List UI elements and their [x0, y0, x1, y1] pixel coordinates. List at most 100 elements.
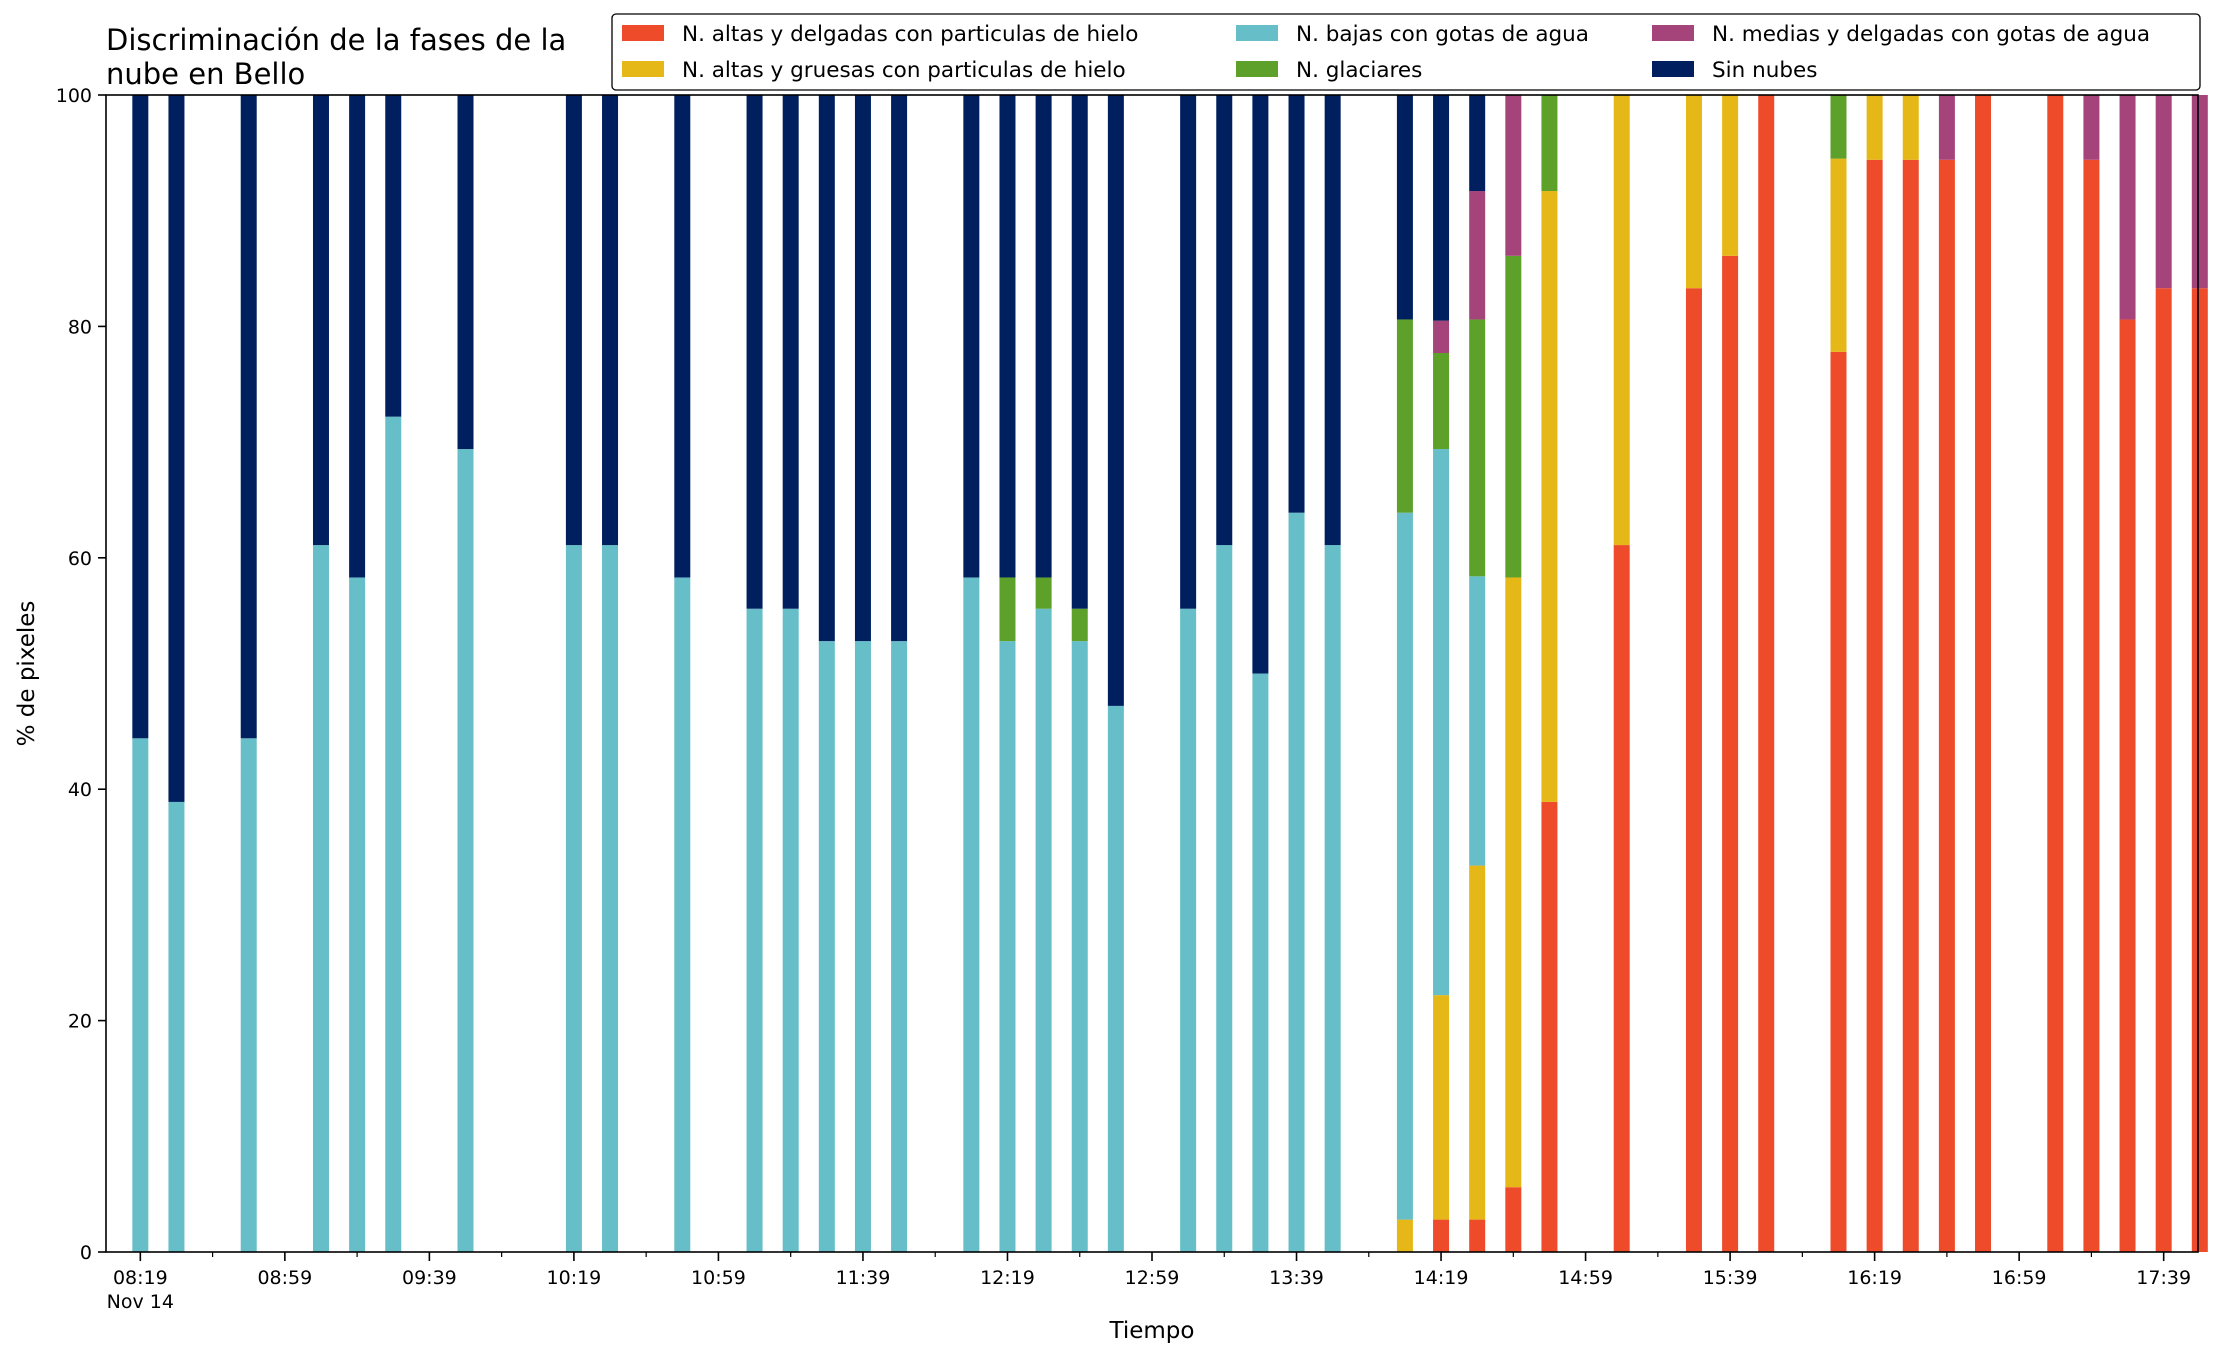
- bar-segment-altas_delgadas_hielo-30: [1613, 545, 1630, 1252]
- bar-segment-glaciares-29: [1541, 95, 1558, 192]
- bar-segment-medias_delgadas_agua-43: [2191, 95, 2208, 289]
- x-tick-label-2: 09:39: [402, 1267, 457, 1289]
- bar-segment-altas_delgadas_hielo-41: [2119, 319, 2136, 1252]
- bar-segment-altas_delgadas_hielo-39: [2047, 95, 2064, 1252]
- x-tick-label-1: 08:59: [257, 1267, 312, 1289]
- bar-segment-sin_nubes-6: [457, 95, 474, 450]
- bar-segment-medias_delgadas_agua-42: [2155, 95, 2172, 289]
- legend-swatch-altas_delgadas_hielo: [622, 25, 664, 41]
- bar-segment-sin_nubes-14: [891, 95, 908, 642]
- legend-label-medias_delgadas_agua: N. medias y delgadas con gotas de agua: [1712, 22, 2150, 47]
- x-tick-label-7: 12:59: [1125, 1267, 1180, 1289]
- y-tick-label-2: 40: [68, 779, 92, 801]
- legend-label-sin_nubes: Sin nubes: [1712, 58, 1817, 83]
- legend-swatch-bajas_agua: [1236, 25, 1278, 41]
- bar-segment-altas_gruesas_hielo-35: [1866, 95, 1883, 160]
- x-tick-label-11: 15:39: [1703, 1267, 1758, 1289]
- bar-segment-sin_nubes-15: [963, 95, 980, 578]
- bar-segment-bajas_agua-10: [746, 608, 763, 1252]
- chart-title: Discriminación de la fases de la nube en…: [106, 23, 566, 91]
- bar-segment-glaciares-27: [1469, 319, 1486, 577]
- bar-segment-sin_nubes-20: [1180, 95, 1197, 609]
- bar-segment-altas_gruesas_hielo-29: [1541, 191, 1558, 802]
- bar-segment-altas_delgadas_hielo-27: [1469, 1219, 1486, 1252]
- legend-swatch-altas_gruesas_hielo: [622, 61, 664, 77]
- chart-title-line-2: nube en Bello: [106, 57, 305, 91]
- y-tick-label-1: 20: [68, 1011, 92, 1033]
- bar-segment-sin_nubes-19: [1107, 95, 1124, 706]
- bar-segment-sin_nubes-3: [312, 95, 329, 546]
- x-tick-label-14: 17:39: [2136, 1267, 2191, 1289]
- bar-segment-bajas_agua-3: [312, 545, 329, 1252]
- bar-segment-altas_gruesas_hielo-36: [1902, 95, 1919, 160]
- bar-segment-bajas_agua-0: [132, 738, 149, 1252]
- chart-title-line-1: Discriminación de la fases de la: [106, 23, 566, 57]
- x-tick-label-13: 16:59: [1992, 1267, 2047, 1289]
- bar-segment-altas_delgadas_hielo-33: [1758, 95, 1775, 1252]
- x-tick-label-10: 14:59: [1558, 1267, 1613, 1289]
- legend-label-altas_gruesas_hielo: N. altas y gruesas con particulas de hie…: [682, 58, 1126, 83]
- bar-segment-altas_delgadas_hielo-40: [2083, 159, 2100, 1253]
- bar-segment-medias_delgadas_agua-41: [2119, 95, 2136, 320]
- bar-segment-sin_nubes-13: [854, 95, 871, 642]
- bar-segment-bajas_agua-13: [854, 641, 871, 1252]
- legend-swatch-sin_nubes: [1652, 61, 1694, 77]
- plot-frame: [105, 94, 2199, 1253]
- y-tick-label-0: 0: [80, 1242, 92, 1264]
- bar-segment-bajas_agua-27: [1469, 576, 1486, 866]
- bar-segment-bajas_agua-2: [240, 738, 257, 1252]
- bar-segment-medias_delgadas_agua-26: [1433, 320, 1450, 354]
- bar-segment-glaciares-26: [1433, 353, 1450, 450]
- bar-segment-sin_nubes-26: [1433, 95, 1450, 321]
- bar-segment-sin_nubes-1: [168, 95, 185, 802]
- y-axis-label: % de pixeles: [14, 601, 40, 747]
- bar-segment-sin_nubes-4: [349, 95, 366, 578]
- bar-segment-bajas_agua-21: [1216, 545, 1233, 1252]
- x-axis-label: Tiempo: [1109, 1318, 1195, 1344]
- bar-segment-bajas_agua-23: [1288, 512, 1305, 1252]
- bar-segment-medias_delgadas_agua-28: [1505, 95, 1522, 256]
- bar-segment-bajas_agua-26: [1433, 449, 1450, 996]
- legend-label-bajas_agua: N. bajas con gotas de agua: [1296, 22, 1589, 47]
- y-tick-label-4: 80: [68, 316, 92, 338]
- bar-segment-altas_delgadas_hielo-34: [1830, 351, 1847, 1252]
- bar-segment-altas_gruesas_hielo-32: [1722, 95, 1739, 256]
- bar-segment-bajas_agua-7: [565, 545, 582, 1252]
- bar-segment-bajas_agua-14: [891, 641, 908, 1252]
- bar-segment-altas_delgadas_hielo-42: [2155, 288, 2172, 1252]
- bar-segment-bajas_agua-22: [1252, 673, 1269, 1252]
- bar-segment-bajas_agua-18: [1071, 641, 1088, 1252]
- bar-segment-altas_gruesas_hielo-30: [1613, 95, 1630, 546]
- bar-segment-altas_delgadas_hielo-28: [1505, 1187, 1522, 1252]
- bar-segment-sin_nubes-22: [1252, 95, 1269, 674]
- bar-segment-sin_nubes-18: [1071, 95, 1088, 609]
- bar-segment-sin_nubes-23: [1288, 95, 1305, 513]
- x-tick-label-12: 16:19: [1847, 1267, 1902, 1289]
- bar-segment-bajas_agua-17: [1035, 608, 1052, 1252]
- bar-segment-sin_nubes-17: [1035, 95, 1052, 578]
- legend-box: [611, 13, 2201, 91]
- bar-segment-bajas_agua-20: [1180, 608, 1197, 1252]
- bar-segment-bajas_agua-12: [818, 641, 835, 1252]
- x-tick-label-5: 11:39: [836, 1267, 891, 1289]
- x-tick-label-8: 13:39: [1269, 1267, 1324, 1289]
- bar-segment-bajas_agua-11: [782, 608, 799, 1252]
- y-tick-label-3: 60: [68, 548, 92, 570]
- bar-segment-medias_delgadas_agua-27: [1469, 191, 1486, 320]
- bar-segment-altas_gruesas_hielo-25: [1396, 1219, 1413, 1252]
- bar-segment-sin_nubes-11: [782, 95, 799, 609]
- bar-segment-altas_delgadas_hielo-26: [1433, 1219, 1450, 1252]
- bar-segment-sin_nubes-2: [240, 95, 257, 739]
- bar-segment-sin_nubes-16: [999, 95, 1016, 578]
- bar-segment-sin_nubes-21: [1216, 95, 1233, 546]
- bars-layer: [132, 95, 2208, 1253]
- bar-segment-sin_nubes-27: [1469, 95, 1486, 192]
- bar-segment-glaciares-18: [1071, 608, 1088, 642]
- bar-segment-sin_nubes-5: [385, 95, 402, 417]
- bar-segment-altas_gruesas_hielo-34: [1830, 158, 1847, 352]
- bar-segment-altas_delgadas_hielo-37: [1938, 159, 1955, 1253]
- bar-segment-altas_delgadas_hielo-38: [1975, 95, 1992, 1252]
- bar-segment-sin_nubes-0: [132, 95, 149, 739]
- bar-segment-glaciares-28: [1505, 255, 1522, 578]
